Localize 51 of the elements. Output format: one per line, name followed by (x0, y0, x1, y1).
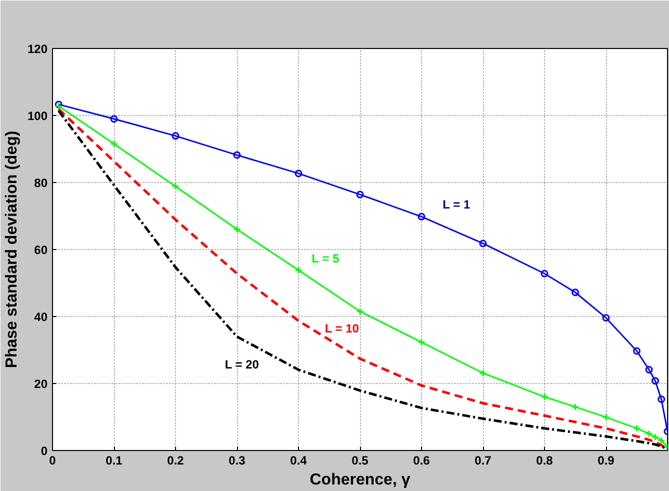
x-axis-title: Coherence, γ (310, 472, 410, 488)
point (540, 270, 548, 278)
point (233, 226, 241, 234)
point (651, 377, 659, 385)
point (479, 369, 487, 377)
point (356, 190, 364, 198)
y-tick-label: 120 (27, 42, 48, 56)
point (294, 170, 302, 178)
x-tick-label: 0.5 (352, 454, 369, 468)
point (110, 140, 118, 148)
x-tick-label: 0.7 (474, 454, 492, 468)
point (602, 414, 610, 422)
point (418, 212, 426, 220)
y-tick-label: 0 (40, 444, 48, 458)
y-tick-label: 80 (34, 176, 48, 190)
y-axis-title: Phase standard deviation (deg) (3, 130, 20, 368)
point (418, 338, 426, 346)
point (572, 288, 579, 296)
x-tick-label: 0.9 (598, 454, 615, 468)
point (356, 308, 364, 316)
y-tick-label: 40 (34, 310, 48, 324)
x-tick-label: 0.2 (167, 454, 184, 468)
point (233, 151, 241, 159)
x-tick-label: 0.1 (106, 454, 123, 468)
point (633, 347, 640, 355)
series-label: L = 20 (224, 358, 260, 372)
point (294, 266, 302, 274)
point (540, 393, 548, 401)
point (479, 240, 487, 248)
point (658, 436, 666, 444)
point (172, 182, 180, 190)
series-label: L = 1 (442, 198, 470, 212)
series-label: L = 5 (312, 251, 340, 266)
point (645, 430, 653, 438)
point (633, 424, 640, 432)
point (645, 366, 653, 374)
series-label: L = 10 (324, 322, 360, 336)
x-tick-label: 0.4 (290, 454, 308, 468)
x-tick-label: 0.6 (413, 454, 430, 468)
y-tick-label: 100 (27, 109, 48, 123)
x-tick-label: 0.3 (228, 454, 246, 468)
point (651, 433, 659, 441)
point (658, 396, 666, 403)
point (602, 314, 610, 322)
y-tick-label: 20 (34, 377, 48, 391)
x-tick-label: 0 (49, 454, 56, 468)
x-tick-label: 0.8 (536, 454, 554, 468)
point (110, 115, 118, 123)
y-tick-label: 60 (34, 243, 48, 257)
point (572, 403, 579, 411)
point (172, 132, 180, 140)
